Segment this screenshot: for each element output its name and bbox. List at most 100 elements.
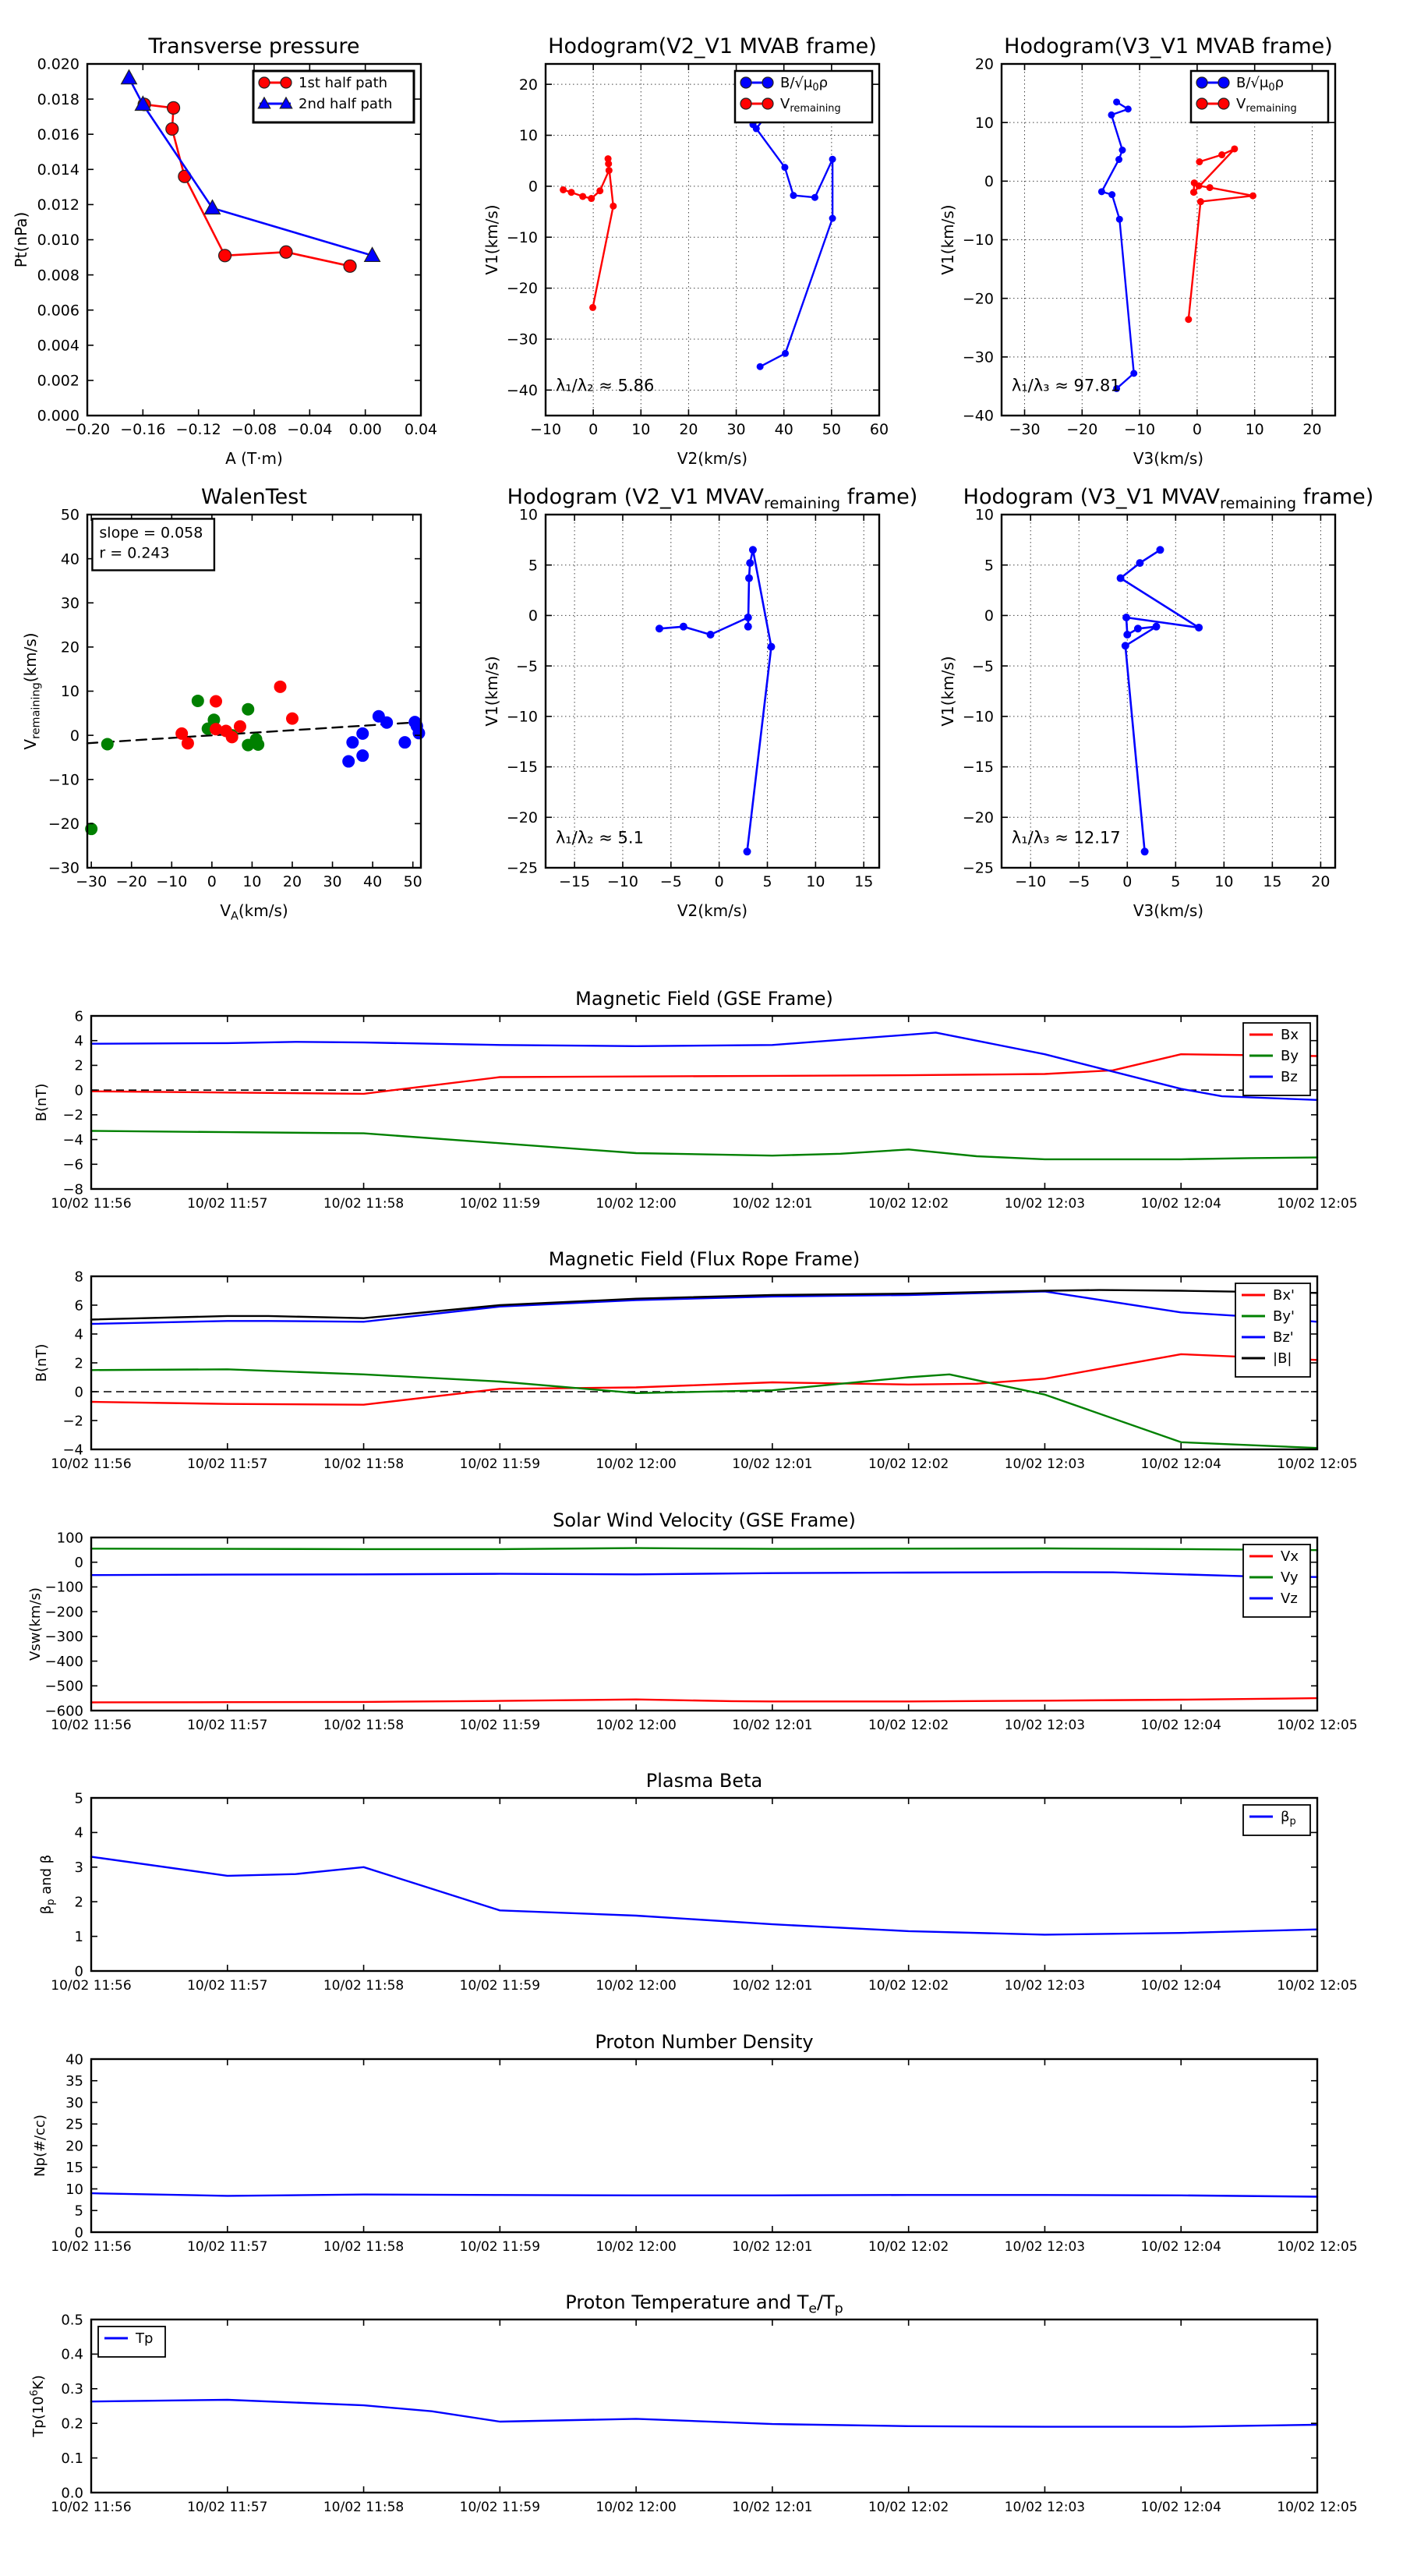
x-tick-label: 10/02 12:04 <box>1141 1718 1221 1733</box>
y-tick-label: −25 <box>507 860 538 877</box>
x-tick-label: 10/02 12:03 <box>1005 1456 1085 1472</box>
y-tick-label: 0.3 <box>61 2381 83 2397</box>
x-tick-label: 10/02 12:05 <box>1277 1196 1357 1212</box>
x-axis-label: A (T·m) <box>225 449 283 468</box>
series-Vz <box>90 1571 1319 1578</box>
y-tick-label: 0 <box>984 607 994 625</box>
x-tick-label: 10/02 12:02 <box>868 2500 949 2515</box>
y-tick-label: −20 <box>963 290 994 307</box>
y-tick-label: 0 <box>75 1555 83 1571</box>
y-tick-label: −10 <box>48 771 80 788</box>
series-βp <box>90 1856 1319 1936</box>
x-tick-label: 20 <box>283 873 302 890</box>
y-tick-label: 0 <box>75 1963 83 1980</box>
series-V hodogram <box>655 546 776 856</box>
x-tick-label: 10/02 12:04 <box>1141 1456 1221 1472</box>
panel-title: Magnetic Field (GSE Frame) <box>575 988 833 1010</box>
annotation: λ₁/λ₃ ≈ 12.17 <box>1012 828 1121 847</box>
y-axis-label: Pt(nPa) <box>12 212 30 268</box>
x-tick-label: 10/02 11:57 <box>187 1196 267 1212</box>
y-tick-label: 3 <box>75 1859 83 1876</box>
y-tick-label: 0.000 <box>37 408 80 425</box>
x-tick-label: 10/02 11:56 <box>51 1456 131 1472</box>
y-tick-label: 5 <box>75 1790 83 1806</box>
y-axis-label: Np(#/cc) <box>32 2114 48 2177</box>
legend: 1st half path 2nd half path <box>252 69 415 124</box>
x-tick-label: −20 <box>116 873 147 890</box>
panel-hodogram-v3v1-mvav: −10 −5 0 5 10 15 20−25−20−15−10−50510Hodogram … <box>938 485 1373 920</box>
series-V hodogram <box>1116 546 1203 856</box>
legend: Bx' By' Bz' |B| <box>1235 1283 1311 1378</box>
x-tick-label: 10/02 12:05 <box>1277 1456 1357 1472</box>
x-tick-label: 5 <box>1171 873 1180 890</box>
series-Bx <box>90 1053 1319 1095</box>
y-tick-label: 10 <box>975 507 994 524</box>
x-tick-label: 10/02 11:59 <box>460 1978 540 1994</box>
x-tick-label: −5 <box>660 873 682 890</box>
x-tick-label: 10/02 11:59 <box>460 1718 540 1733</box>
y-tick-label: −20 <box>48 816 80 833</box>
y-tick-label: 6 <box>75 1297 83 1314</box>
x-tick-label: 10/02 11:58 <box>323 1978 404 1994</box>
y-axis-label: Vsw(km/s) <box>27 1587 44 1661</box>
y-tick-label: 0.004 <box>37 337 80 354</box>
legend: βp <box>1242 1804 1311 1836</box>
y-axis-label: B(nT) <box>34 1344 50 1382</box>
series-scatter red <box>175 680 299 750</box>
legend-label: Tp <box>135 2330 153 2347</box>
panel-proton-temperature: 10/02 11:56 10/02 11:57 10/02 11:58 10/02 1… <box>29 2291 1358 2515</box>
x-tick-label: 10/02 12:00 <box>595 1456 676 1472</box>
panel-title: Plasma Beta <box>646 1770 762 1792</box>
y-tick-label: −2 <box>62 1107 83 1123</box>
y-tick-label: 0 <box>528 607 538 625</box>
y-tick-label: −2 <box>62 1413 83 1429</box>
panel-title: Transverse pressure <box>148 34 360 58</box>
y-tick-label: 30 <box>61 595 80 612</box>
y-axis-label: V1(km/s) <box>938 656 957 726</box>
x-tick-label: 10/02 11:59 <box>460 2239 540 2255</box>
x-tick-label: 10/02 11:59 <box>460 1456 540 1472</box>
x-axis-label: V2(km/s) <box>677 901 747 920</box>
x-tick-label: 10/02 12:01 <box>732 1456 812 1472</box>
y-tick-label: 10 <box>519 127 538 144</box>
x-tick-label: 50 <box>822 421 841 438</box>
x-tick-label: 15 <box>854 873 873 890</box>
legend-label: B/√μ0ρ <box>780 75 828 94</box>
y-tick-label: 0.012 <box>37 196 80 214</box>
x-tick-label: 10/02 11:57 <box>187 2239 267 2255</box>
y-tick-label: 0.4 <box>61 2347 83 2363</box>
y-axis-label: V1(km/s) <box>482 656 501 726</box>
y-tick-label: 10 <box>975 115 994 132</box>
y-tick-label: −10 <box>507 709 538 726</box>
textbox-line: r = 0.243 <box>99 544 169 561</box>
textbox-line: slope = 0.058 <box>99 524 203 541</box>
panel-hodogram-v2v1-mvav: −15 −10 −5 0 5 10 15−25−20−15−10−50510Hodogram… <box>482 485 917 920</box>
x-tick-label: 10/02 11:56 <box>51 1978 131 1994</box>
x-axis-label: V2(km/s) <box>677 449 747 468</box>
y-tick-label: −400 <box>45 1654 83 1670</box>
y-tick-label: 10 <box>65 2181 83 2198</box>
y-tick-label: 15 <box>65 2160 83 2176</box>
y-tick-label: 0.5 <box>61 2312 83 2328</box>
x-tick-label: 10/02 12:03 <box>1005 2500 1085 2515</box>
x-tick-label: −30 <box>1009 421 1040 438</box>
x-tick-label: 10/02 12:01 <box>732 2239 812 2255</box>
x-tick-label: 30 <box>726 421 745 438</box>
series-Vy <box>90 1547 1319 1552</box>
x-tick-label: 10/02 12:02 <box>868 1978 949 1994</box>
x-tick-label: 60 <box>870 421 889 438</box>
y-tick-label: 0 <box>984 173 994 190</box>
legend-label: B/√μ0ρ <box>1236 75 1284 94</box>
x-tick-label: 10/02 12:00 <box>595 1196 676 1212</box>
y-tick-label: −30 <box>48 860 80 877</box>
y-tick-label: −600 <box>45 1703 83 1719</box>
y-tick-label: 5 <box>528 557 538 574</box>
y-tick-label: 5 <box>75 2203 83 2220</box>
x-tick-label: 10 <box>1246 421 1264 438</box>
y-tick-label: 2 <box>75 1355 83 1371</box>
legend-label: By <box>1281 1048 1299 1064</box>
y-tick-label: 10 <box>61 683 80 700</box>
panel-title: Proton Temperature and Te/Tp <box>565 2291 843 2316</box>
legend-label: Vy <box>1281 1569 1299 1586</box>
